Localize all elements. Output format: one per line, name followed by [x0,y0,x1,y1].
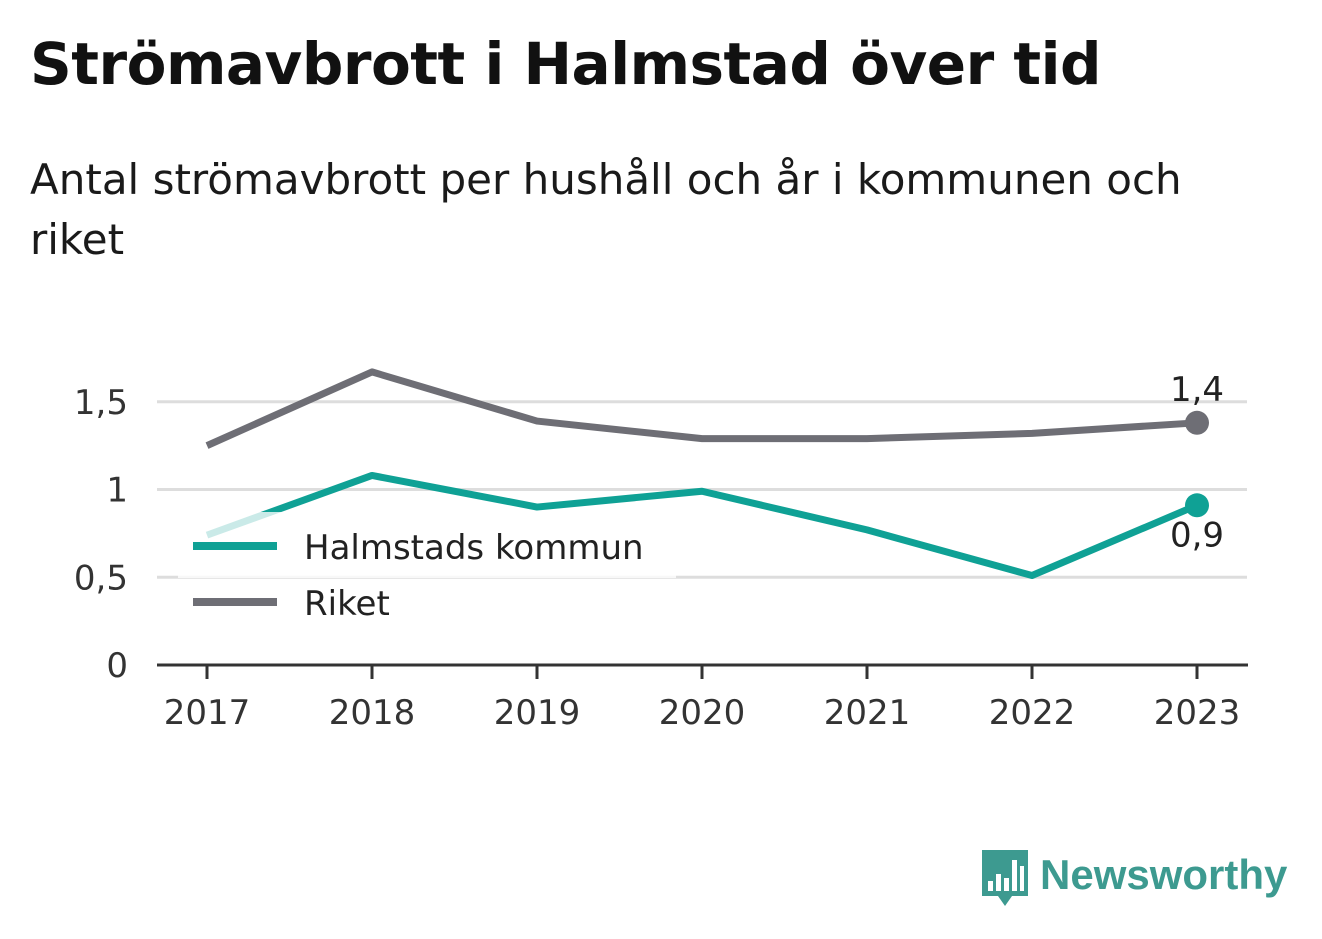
series-lines [205,368,1209,579]
y-tick-label: 1,5 [74,383,128,423]
x-tick-label: 2023 [1154,693,1241,733]
x-axis: 2017 2018 2019 2020 2021 2022 2023 [157,663,1248,733]
legend: Halmstads kommun Riket [178,512,676,624]
newsworthy-logo: Newsworthy [980,848,1287,910]
bar-chart-speech-bubble-icon [982,850,1028,906]
y-tick-label: 1 [106,471,128,511]
x-tick-label: 2019 [494,693,581,733]
y-tick-label: 0 [106,646,128,686]
series-line-riket [205,368,1198,449]
chart-subtitle: Antal strömavbrott per hushåll och år i … [30,155,1182,264]
x-tick-label: 2018 [329,693,416,733]
legend-label: Riket [304,584,390,624]
end-marker-riket [1185,410,1209,435]
y-tick-label: 0,5 [74,558,128,598]
x-tick-label: 2017 [164,693,251,733]
x-tick-label: 2021 [824,693,911,733]
chart-title: Strömavbrott i Halmstad över tid [30,30,1102,98]
x-tick-label: 2020 [659,693,746,733]
x-tick-label: 2022 [989,693,1076,733]
end-value-labels: 0,9 1,4 [1170,370,1224,555]
end-value-label: 0,9 [1170,515,1224,555]
brand-name: Newsworthy [1040,851,1288,898]
end-value-label: 1,4 [1170,370,1224,410]
end-marker-halmstads-kommun [1185,493,1209,518]
legend-label: Halmstads kommun [304,528,644,568]
y-axis-tick-labels: 0 0,5 1 1,5 [74,383,128,686]
